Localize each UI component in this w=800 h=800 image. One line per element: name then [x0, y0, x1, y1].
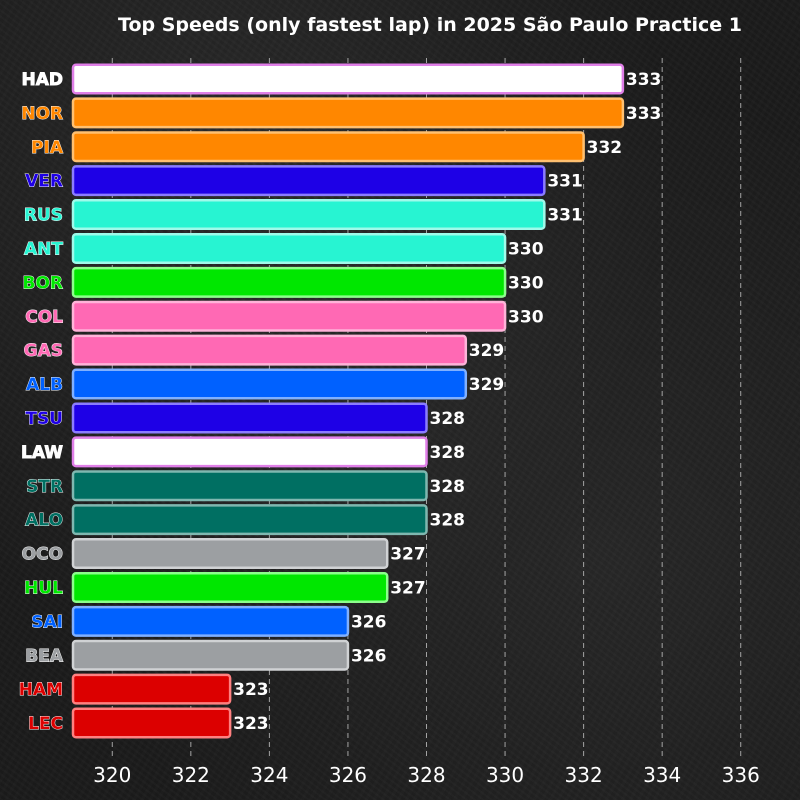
bar-rus — [71, 199, 546, 231]
value-label-oco: 327 — [390, 545, 426, 565]
driver-label-alo: ALO — [25, 511, 63, 531]
value-label-ant: 330 — [508, 239, 544, 259]
x-tick-label: 334 — [643, 763, 681, 787]
bar-had — [71, 63, 625, 95]
driver-label-had: HAD — [22, 70, 64, 90]
driver-label-tsu: TSU — [25, 409, 63, 429]
value-label-str: 328 — [430, 477, 466, 497]
bar-law — [71, 436, 428, 468]
bar-alo — [71, 504, 428, 536]
value-label-lec: 323 — [233, 714, 269, 734]
value-label-nor: 333 — [626, 104, 662, 124]
bar-oco — [71, 538, 389, 570]
value-label-col: 330 — [508, 307, 544, 327]
driver-label-sai: SAI — [31, 612, 63, 632]
bar-col — [71, 300, 507, 332]
driver-label-pia: PIA — [31, 138, 64, 158]
driver-label-rus: RUS — [24, 206, 63, 226]
driver-label-oco: OCO — [22, 545, 63, 565]
driver-label-hul: HUL — [24, 578, 63, 598]
value-label-hul: 327 — [390, 578, 426, 598]
bar-sai — [71, 605, 350, 637]
bar-tsu — [71, 402, 428, 434]
value-label-bor: 330 — [508, 273, 544, 293]
driver-label-gas: GAS — [24, 341, 63, 361]
value-label-had: 333 — [626, 70, 662, 90]
bars — [71, 63, 625, 739]
x-tick-label: 336 — [722, 763, 760, 787]
bar-str — [71, 470, 428, 502]
x-tick-label: 322 — [172, 763, 210, 787]
x-tick-label: 332 — [565, 763, 603, 787]
value-label-alb: 329 — [469, 375, 505, 395]
driver-label-ant: ANT — [24, 239, 63, 259]
driver-label-alb: ALB — [26, 375, 63, 395]
labels: HAD 333 NOR 333 PIA 332 VER 331 RUS 331 ANT 330 BOR 3… — [18, 69, 662, 734]
x-tick-label: 320 — [93, 763, 131, 787]
bar-bor — [71, 266, 507, 298]
bar-ant — [71, 232, 507, 264]
bar-nor — [71, 97, 625, 129]
x-axis: 320 322 324 326 328 330 332 334 336 — [93, 763, 760, 787]
bar-bea — [71, 639, 350, 671]
driver-label-bor: BOR — [23, 273, 64, 293]
value-label-pia: 332 — [587, 138, 623, 158]
driver-label-nor: NOR — [21, 104, 63, 124]
value-label-rus: 331 — [547, 206, 583, 226]
bar-alb — [71, 368, 468, 400]
bar-ham — [71, 673, 232, 705]
value-label-ham: 323 — [233, 680, 269, 700]
x-tick-label: 328 — [407, 763, 445, 787]
x-tick-label: 330 — [486, 763, 524, 787]
value-label-ver: 331 — [547, 172, 583, 192]
value-label-gas: 329 — [469, 341, 505, 361]
bar-ver — [71, 165, 546, 197]
chart-title: Top Speeds (only fastest lap) in 2025 Sã… — [118, 14, 742, 36]
value-label-sai: 326 — [351, 612, 387, 632]
value-label-alo: 328 — [430, 511, 466, 531]
driver-label-bea: BEA — [25, 646, 64, 666]
value-label-law: 328 — [430, 443, 466, 463]
x-tick-label: 326 — [329, 763, 367, 787]
driver-label-ham: HAM — [19, 680, 63, 700]
driver-label-col: COL — [25, 307, 63, 327]
driver-label-str: STR — [26, 477, 63, 497]
driver-label-lec: LEC — [28, 714, 63, 734]
value-label-bea: 326 — [351, 646, 387, 666]
bar-gas — [71, 334, 468, 366]
driver-label-law: LAW — [21, 443, 63, 463]
driver-label-ver: VER — [25, 172, 63, 192]
bar-lec — [71, 707, 232, 739]
bar-hul — [71, 571, 389, 603]
value-label-tsu: 328 — [430, 409, 466, 429]
bar-pia — [71, 131, 585, 163]
x-tick-label: 324 — [250, 763, 288, 787]
